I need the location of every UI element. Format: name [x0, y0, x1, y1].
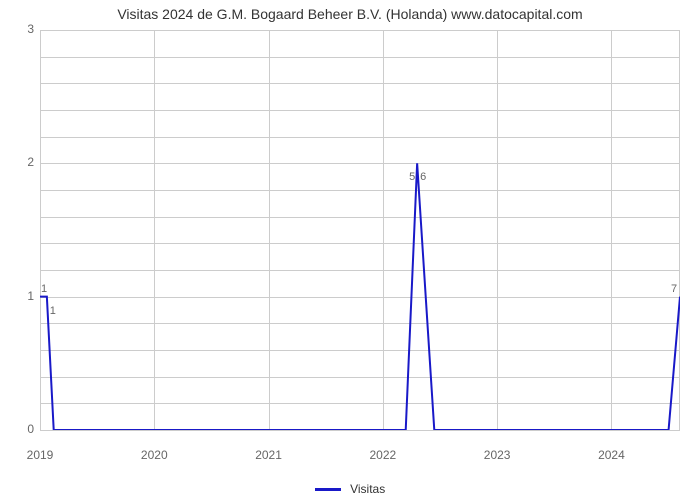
data-point-label: 1	[50, 305, 56, 317]
data-point-label: 7	[671, 283, 677, 295]
line-series	[40, 30, 680, 430]
y-tick-label: 3	[14, 22, 34, 36]
y-tick-label: 2	[14, 155, 34, 169]
legend-swatch	[315, 488, 341, 491]
x-tick-label: 2019	[27, 448, 54, 462]
data-point-label: 5	[409, 171, 415, 183]
gridline-h	[40, 430, 680, 431]
y-tick-label: 1	[14, 289, 34, 303]
data-point-label: 1	[41, 283, 47, 295]
legend-label: Visitas	[350, 482, 385, 496]
x-tick-label: 2023	[484, 448, 511, 462]
plot-area	[40, 30, 680, 430]
x-tick-label: 2020	[141, 448, 168, 462]
y-tick-label: 0	[14, 422, 34, 436]
x-tick-label: 2021	[255, 448, 282, 462]
data-point-label: 6	[420, 171, 426, 183]
legend: Visitas	[0, 482, 700, 496]
x-tick-label: 2024	[598, 448, 625, 462]
x-tick-label: 2022	[369, 448, 396, 462]
chart-title: Visitas 2024 de G.M. Bogaard Beheer B.V.…	[0, 6, 700, 22]
